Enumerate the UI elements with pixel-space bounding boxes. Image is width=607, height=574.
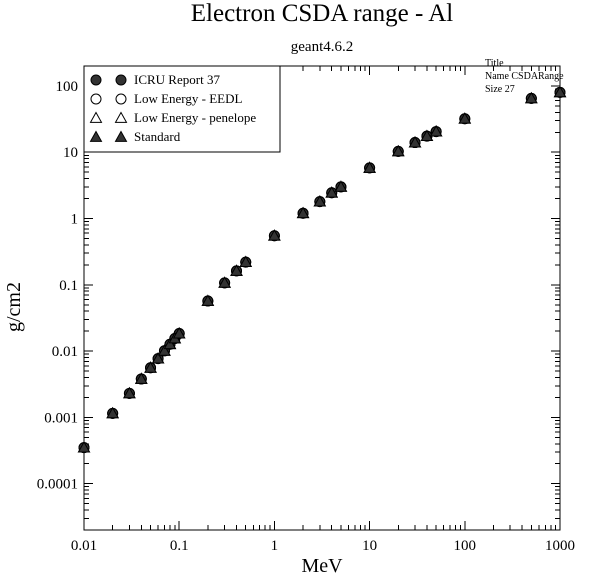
- data-point-series-3: [230, 264, 243, 276]
- data-point-series-3: [158, 344, 171, 356]
- data-point-series-3: [144, 361, 157, 373]
- legend-marker-left-1: [90, 93, 102, 105]
- x-axis-label: MeV: [301, 555, 343, 574]
- legend-label-3: Standard: [134, 129, 181, 144]
- y-axis-label: g/cm2: [3, 282, 25, 332]
- data-point-series-3: [151, 352, 165, 364]
- info-title: Title: [485, 58, 504, 69]
- y-tick-label: 0.001: [44, 410, 78, 426]
- y-tick-label: 0.0001: [37, 477, 78, 493]
- legend-marker-1: [115, 93, 127, 105]
- data-point-series-3: [391, 144, 405, 157]
- legend-marker-3: [114, 130, 128, 142]
- y-tick-label: 10: [63, 145, 78, 161]
- data-point-series-3: [553, 85, 567, 98]
- legend-label-2: Low Energy - penelope: [134, 110, 256, 125]
- x-tick-label: 0.01: [71, 538, 97, 554]
- data-point-series-3: [134, 372, 148, 384]
- legend: ICRU Report 37 Low Energy - EEDL Low Energ…: [83, 65, 281, 153]
- legend-marker-left-2: [89, 111, 103, 123]
- data-point-series-3: [363, 161, 376, 173]
- data-point-series-3: [420, 129, 434, 142]
- info-name: Name CSDARange: [485, 71, 564, 82]
- marks-layer: [77, 85, 567, 454]
- plot-border: [83, 65, 561, 531]
- x-tick-label: 1: [271, 538, 279, 554]
- legend-marker-0: [115, 74, 127, 86]
- data-point-series-3: [313, 195, 327, 207]
- data-point-series-3: [123, 386, 136, 399]
- info-box: Title Name CSDARange Size 27: [485, 58, 564, 95]
- data-point-series-3: [106, 406, 120, 419]
- plot-frame: [83, 65, 561, 531]
- data-point-series-3: [201, 294, 215, 306]
- chart-subtitle: geant4.6.2: [291, 39, 353, 55]
- x-tick-label: 10: [362, 538, 377, 554]
- data-point-series-3: [77, 441, 91, 453]
- data-point-series-3: [429, 125, 443, 137]
- data-point-series-3: [172, 327, 186, 339]
- data-point-series-3: [296, 206, 310, 219]
- data-point-series-3: [268, 229, 281, 241]
- x-tick-label: 0.1: [170, 538, 189, 554]
- chart-title: Electron CSDA range - Al: [191, 0, 454, 27]
- y-tick-label: 1: [71, 212, 79, 228]
- data-point-series-3: [239, 255, 253, 268]
- data-point-series-3: [334, 180, 348, 192]
- data-point-series-3: [524, 91, 538, 104]
- data-point-series-3: [458, 112, 472, 124]
- legend-marker-2: [114, 111, 128, 123]
- y-tick-label: 0.01: [52, 344, 78, 360]
- y-tick-label: 100: [56, 79, 79, 95]
- info-size: Size 27: [485, 84, 515, 95]
- legend-marker-left-0: [90, 74, 102, 86]
- series-3: [77, 85, 567, 453]
- legend-label-0: ICRU Report 37: [134, 72, 220, 87]
- data-point-series-3: [325, 186, 339, 198]
- legend-marker-left-3: [89, 130, 103, 142]
- data-point-series-3: [163, 337, 177, 350]
- legend-label-1: Low Energy - EEDL: [134, 91, 242, 106]
- data-point-series-3: [408, 136, 422, 148]
- x-tick-label: 1000: [545, 538, 575, 554]
- y-tick-label: 0.1: [59, 278, 78, 294]
- data-point-series-3: [218, 276, 231, 288]
- x-tick-label: 100: [454, 538, 477, 554]
